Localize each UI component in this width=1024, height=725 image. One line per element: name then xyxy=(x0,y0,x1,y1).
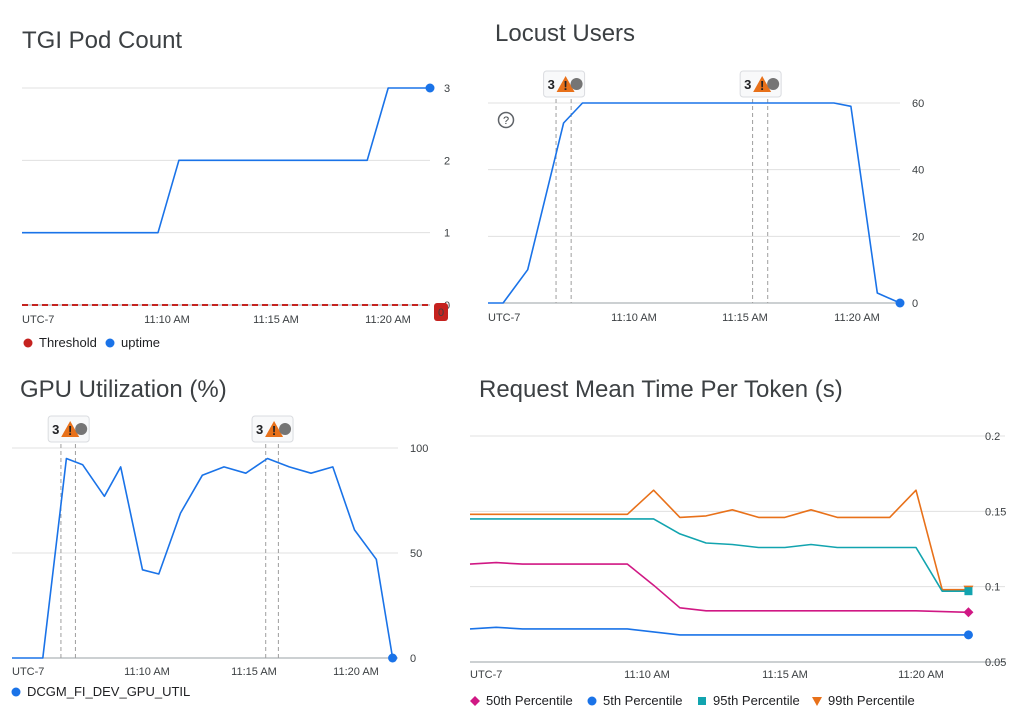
warning-triangle-icon xyxy=(61,421,80,437)
badge-value: 0 xyxy=(438,307,444,319)
legend-item[interactable]: 5th Percentile xyxy=(587,693,683,708)
timezone-label: UTC-7 xyxy=(470,669,502,681)
y-tick-label: 0 xyxy=(410,653,416,665)
warning-triangle-icon xyxy=(556,76,575,92)
help-mark: ? xyxy=(503,115,509,127)
legend-marker xyxy=(470,696,480,706)
legend-item[interactable]: Threshold xyxy=(23,335,97,350)
info-dot-icon xyxy=(279,423,292,435)
legend-marker xyxy=(698,697,706,705)
chart-title: Request Mean Time Per Token (s) xyxy=(479,376,843,403)
series-end-marker xyxy=(963,607,974,618)
chart-title: Locust Users xyxy=(495,20,635,47)
series-end-marker xyxy=(964,587,973,596)
y-tick-label: 0.2 xyxy=(985,431,1000,443)
event-count: 3 xyxy=(256,422,263,437)
event-marker[interactable]: 3! xyxy=(739,70,782,98)
x-tick-label: 11:15 AM xyxy=(231,666,277,678)
event-marker[interactable]: 3! xyxy=(543,70,586,98)
timezone-label: UTC-7 xyxy=(22,314,54,326)
x-tick-label: 11:10 AM xyxy=(144,314,190,326)
info-dot-icon xyxy=(75,423,88,435)
x-tick-label: 11:20 AM xyxy=(834,312,880,324)
legend-marker xyxy=(105,338,115,348)
legend-item[interactable]: DCGM_FI_DEV_GPU_UTIL xyxy=(11,684,191,699)
warning-mark: ! xyxy=(272,423,276,438)
x-tick-label: 11:15 AM xyxy=(253,314,299,326)
legend-marker xyxy=(812,697,822,706)
y-tick-label: 3 xyxy=(444,83,450,95)
event-count: 3 xyxy=(52,422,59,437)
help-circle xyxy=(497,111,515,129)
x-tick-label: 11:20 AM xyxy=(333,666,379,678)
series-end-marker xyxy=(963,630,973,640)
y-tick-label: 100 xyxy=(410,443,428,455)
series-line-3 xyxy=(469,626,969,636)
series-line-1 xyxy=(22,87,430,234)
x-tick-label: 11:10 AM xyxy=(124,666,170,678)
series-end-marker xyxy=(895,298,905,308)
legend-label: 50th Percentile xyxy=(486,693,573,708)
warning-triangle-icon xyxy=(265,421,284,437)
y-tick-label: 0 xyxy=(912,298,918,310)
chart-tgi: TGI Pod Count 0 1 2 3 UTC-7 11:10 AM 11:15 AM 11… xyxy=(22,27,450,350)
chart-title: GPU Utilization (%) xyxy=(20,376,227,403)
series-line-2 xyxy=(469,561,969,614)
event-marker[interactable]: 3! xyxy=(251,415,294,443)
y-tick-label: 0.1 xyxy=(985,582,1000,594)
legend-item[interactable]: 95th Percentile xyxy=(698,693,800,708)
event-marker[interactable]: 3! xyxy=(47,415,90,443)
series-line-0 xyxy=(470,489,969,591)
help-circle-icon[interactable]: ? xyxy=(497,111,515,129)
legend-label: uptime xyxy=(121,335,160,350)
warning-mark: ! xyxy=(563,78,567,93)
warning-mark: ! xyxy=(760,78,764,93)
series-line-0 xyxy=(488,102,901,304)
x-tick-label: 11:15 AM xyxy=(722,312,768,324)
series-end-marker xyxy=(425,83,435,93)
y-tick-label: 40 xyxy=(912,165,924,177)
chart-gpu: GPU Utilization (%) 0 50 100 UTC-7 11:10 AM 11… xyxy=(11,376,428,699)
x-tick-label: 11:10 AM xyxy=(611,312,657,324)
info-dot-icon xyxy=(570,78,583,90)
y-tick-label: 50 xyxy=(410,548,422,560)
y-tick-label: 20 xyxy=(912,231,924,243)
warning-mark: ! xyxy=(68,423,72,438)
legend-item[interactable]: uptime xyxy=(105,335,161,350)
badge-box xyxy=(434,303,448,321)
series-line-0 xyxy=(12,457,394,659)
y-tick-label: 2 xyxy=(444,155,450,167)
legend-item[interactable]: 50th Percentile xyxy=(470,693,573,708)
threshold-badge: 0 xyxy=(434,303,448,321)
x-tick-label: 11:20 AM xyxy=(365,314,411,326)
timezone-label: UTC-7 xyxy=(488,312,520,324)
legend-marker xyxy=(11,687,21,697)
legend-item[interactable]: 99th Percentile xyxy=(812,693,915,708)
y-tick-label: 1 xyxy=(444,228,450,240)
event-count: 3 xyxy=(548,77,555,92)
legend-label: 99th Percentile xyxy=(828,693,915,708)
legend-label: Threshold xyxy=(39,335,97,350)
legend-label: DCGM_FI_DEV_GPU_UTIL xyxy=(27,684,190,699)
x-tick-label: 11:10 AM xyxy=(624,669,670,681)
info-dot-icon xyxy=(767,78,780,90)
legend-marker xyxy=(23,338,33,348)
legend-label: 95th Percentile xyxy=(713,693,800,708)
y-tick-label: 60 xyxy=(912,98,924,110)
y-tick-label: 0.05 xyxy=(985,657,1006,669)
chart-req: Request Mean Time Per Token (s) 0.05 0.1 0.… xyxy=(469,376,1006,708)
x-tick-label: 11:20 AM xyxy=(898,669,944,681)
x-tick-label: 11:15 AM xyxy=(762,669,808,681)
warning-triangle-icon xyxy=(753,76,772,92)
timezone-label: UTC-7 xyxy=(12,666,44,678)
y-tick-label: 0.15 xyxy=(985,506,1006,518)
event-count: 3 xyxy=(744,77,751,92)
chart-locust: Locust Users 0 20 40 60 UTC-7 11:10 AM 11:15 AM… xyxy=(488,20,924,324)
legend-marker xyxy=(587,696,597,706)
series-line-1 xyxy=(470,518,969,593)
series-end-marker xyxy=(388,653,398,663)
legend-label: 5th Percentile xyxy=(603,693,683,708)
chart-title: TGI Pod Count xyxy=(22,27,182,54)
